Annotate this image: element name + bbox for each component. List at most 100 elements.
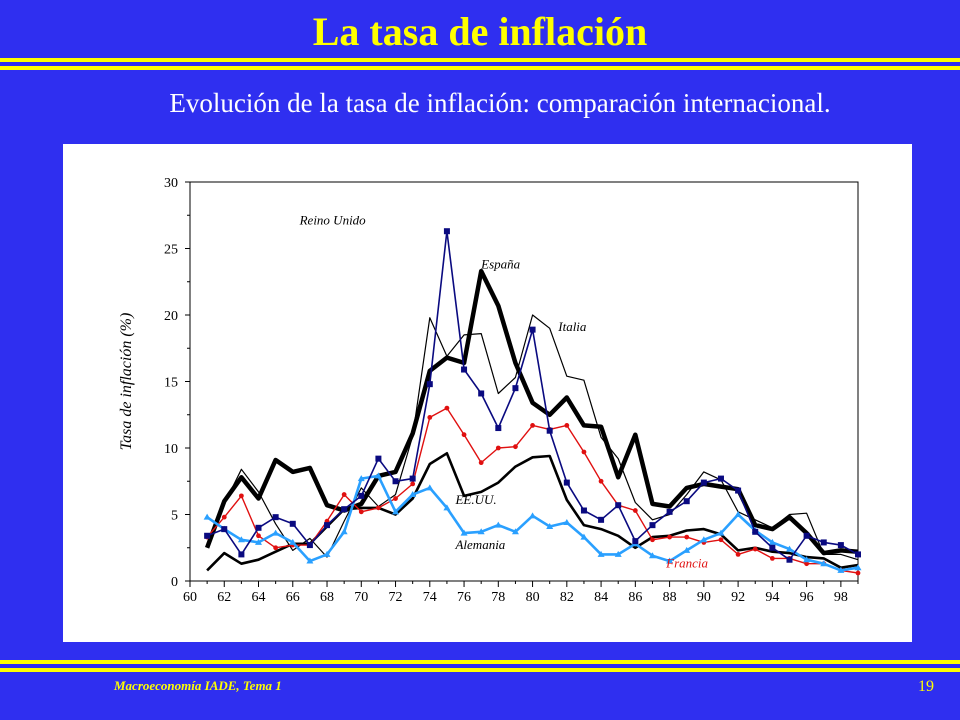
series-label-italia: Italia	[557, 319, 587, 334]
data-point-reino-unido	[666, 508, 673, 515]
data-point-francia	[513, 444, 518, 450]
y-tick-label: 15	[164, 376, 178, 391]
data-point-reino-unido	[855, 551, 861, 558]
bottom-rule-upper	[0, 660, 960, 664]
x-tick-label: 88	[663, 590, 677, 605]
series-label-reino-unido: Reino Unido	[299, 213, 367, 228]
data-point-reino-unido	[700, 479, 707, 486]
data-point-francia	[752, 546, 758, 552]
data-point-alemania	[477, 528, 485, 535]
data-point-francia	[735, 552, 741, 557]
data-point-alemania	[357, 475, 365, 482]
data-point-alemania	[734, 511, 742, 517]
data-point-reino-unido	[786, 556, 793, 563]
data-point-reino-unido	[769, 544, 776, 551]
data-point-francia	[684, 534, 690, 540]
y-axis-label: Tasa de inflación (%)	[118, 313, 135, 451]
data-point-reino-unido	[649, 522, 656, 529]
data-point-francia	[718, 537, 724, 543]
data-point-reino-unido	[546, 427, 553, 434]
y-tick-label: 25	[164, 243, 178, 258]
top-rule-lower	[0, 66, 960, 70]
x-tick-label: 72	[389, 590, 403, 605]
data-point-reino-unido	[563, 479, 570, 486]
data-point-francia	[341, 492, 347, 497]
data-point-francia	[444, 405, 450, 411]
x-tick-label: 70	[354, 590, 368, 605]
x-tick-label: 96	[800, 590, 814, 605]
data-point-reino-unido	[443, 228, 450, 235]
data-point-francia	[461, 432, 467, 438]
x-tick-label: 66	[286, 590, 300, 605]
x-tick-label: 68	[320, 590, 334, 605]
data-point-francia	[238, 493, 244, 499]
series-line-alemania	[206, 474, 859, 572]
inflation-chart: 0 5 10 15 20 25 30 60 62 64 66 68 70 72 74 76 78 80 82 84 86…	[118, 176, 862, 605]
x-tick-label: 76	[457, 590, 471, 605]
x-tick-label: 82	[560, 590, 574, 605]
data-point-reino-unido	[478, 390, 485, 397]
data-point-reino-unido	[580, 507, 587, 514]
top-rule-upper	[0, 58, 960, 62]
data-point-francia	[427, 415, 433, 420]
series-label-francia: Francia	[665, 556, 708, 571]
data-point-alemania	[700, 536, 708, 543]
data-point-reino-unido	[255, 524, 262, 531]
data-point-reino-unido	[837, 542, 844, 549]
data-point-reino-unido	[272, 514, 279, 521]
x-tick-label: 62	[217, 590, 231, 605]
y-tick-label: 5	[171, 509, 178, 524]
x-tick-label: 80	[526, 590, 540, 605]
data-point-alemania	[768, 538, 776, 545]
data-point-reino-unido	[324, 522, 331, 529]
x-tick-label: 84	[594, 590, 608, 605]
page-number: 19	[918, 678, 934, 695]
data-point-reino-unido	[529, 326, 536, 333]
data-point-alemania	[820, 560, 828, 567]
data-point-alemania	[409, 491, 417, 498]
y-tick-label: 0	[171, 575, 178, 590]
series-line-reino-unido	[206, 230, 859, 561]
data-point-reino-unido	[615, 502, 622, 509]
x-tick-label: 86	[628, 590, 642, 605]
data-point-francia	[478, 460, 484, 466]
data-point-reino-unido	[375, 455, 382, 462]
data-point-alemania	[666, 557, 674, 564]
x-tick-label: 78	[491, 590, 505, 605]
data-point-alemania	[237, 536, 245, 543]
data-point-alemania	[854, 564, 862, 571]
data-point-alemania	[511, 528, 519, 535]
data-point-reino-unido	[238, 551, 245, 558]
data-point-alemania	[272, 529, 280, 536]
y-tick-label: 20	[164, 309, 178, 324]
x-tick-label: 74	[423, 590, 437, 605]
data-point-reino-unido	[495, 425, 502, 432]
y-tick-label: 30	[164, 176, 178, 191]
data-point-alemania	[443, 504, 451, 511]
data-point-alemania	[717, 529, 725, 536]
data-point-alemania	[494, 521, 502, 528]
data-point-alemania	[460, 529, 468, 536]
data-point-reino-unido	[820, 539, 827, 546]
data-point-alemania	[837, 566, 845, 573]
data-point-alemania	[426, 484, 434, 491]
data-point-alemania	[785, 545, 793, 552]
x-tick-label: 90	[697, 590, 711, 605]
data-point-francia	[632, 508, 638, 513]
series-line-italia	[206, 314, 859, 561]
x-tick-label: 60	[183, 590, 197, 605]
data-point-alemania	[529, 512, 537, 519]
data-point-alemania	[803, 556, 811, 563]
data-point-alemania	[340, 528, 348, 535]
data-point-alemania	[323, 550, 331, 557]
data-point-alemania	[203, 513, 211, 520]
data-point-francia	[769, 555, 775, 561]
data-point-francia	[598, 478, 604, 484]
bottom-rule-lower	[0, 668, 960, 672]
data-point-reino-unido	[426, 381, 433, 388]
data-point-alemania	[289, 538, 297, 545]
data-point-francia	[667, 534, 672, 540]
data-point-reino-unido	[717, 475, 724, 482]
data-point-reino-unido	[204, 532, 211, 539]
data-point-alemania	[597, 550, 605, 557]
